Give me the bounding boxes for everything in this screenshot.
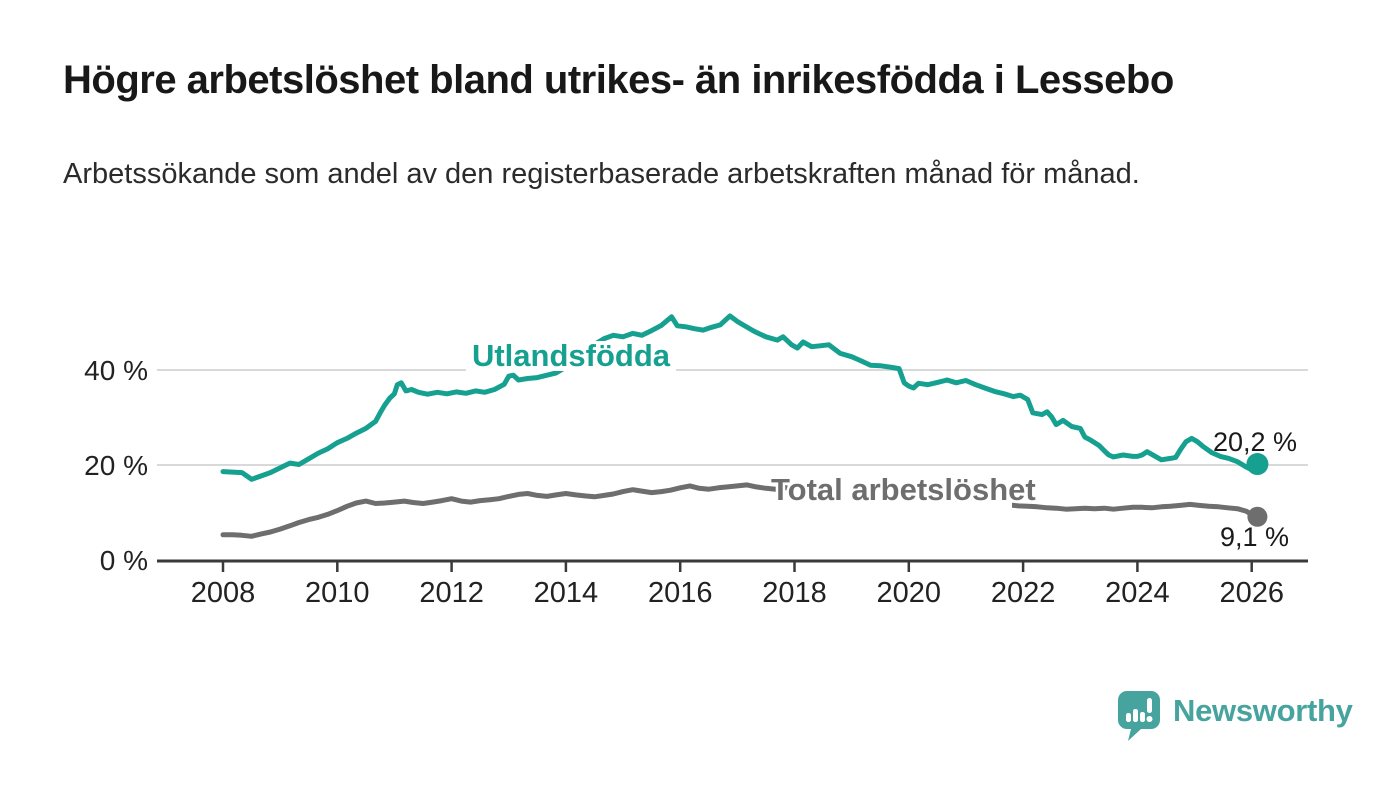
exclamation-dot xyxy=(1146,716,1153,722)
newsworthy-brand: Newsworthy xyxy=(1117,688,1353,744)
y-tick-label: 0 % xyxy=(100,545,148,576)
bar-2 xyxy=(1133,709,1138,722)
x-tick-label: 2008 xyxy=(191,577,256,609)
label-mask xyxy=(466,341,676,371)
chart-subtitle: Arbetssökande som andel av den registerb… xyxy=(63,158,1140,190)
x-tick-label: 2020 xyxy=(877,577,942,609)
chart-title: Högre arbetslöshet bland utrikes- än inr… xyxy=(63,58,1174,102)
unemployment-line-chart: 0 % 20 % 40 % 2008 2010 2012 2014 2016 2018 2020 2… xyxy=(84,313,1308,609)
series-end-dot xyxy=(1247,506,1268,527)
series-line xyxy=(220,482,1260,539)
brand-name: Newsworthy xyxy=(1173,693,1353,728)
x-tick-label: 2026 xyxy=(1219,577,1284,609)
label-mask xyxy=(790,470,1012,512)
bar-3 xyxy=(1140,712,1145,722)
series-label-utlandsfodda: Utlandsfödda xyxy=(472,338,671,373)
exclamation-bar xyxy=(1147,698,1152,713)
y-tick-label: 20 % xyxy=(84,450,148,481)
bar-1 xyxy=(1126,713,1131,722)
newsworthy-logo-icon xyxy=(1118,691,1160,741)
x-tick-label: 2012 xyxy=(419,577,484,609)
end-value-label-utlandsfodda: 20,2 % xyxy=(1213,427,1297,457)
x-tick-label: 2016 xyxy=(648,577,713,609)
x-tick-label: 2024 xyxy=(1105,577,1170,609)
series-end-dot xyxy=(1246,453,1269,476)
y-tick-label: 40 % xyxy=(84,355,148,386)
x-tick-label: 2018 xyxy=(762,577,827,609)
series-label-total-arbetsloshet: Total arbetslöshet xyxy=(771,472,1036,507)
x-tick-label: 2010 xyxy=(305,577,370,609)
x-tick-label: 2014 xyxy=(534,577,599,609)
end-value-label-total: 9,1 % xyxy=(1220,522,1289,552)
series-line xyxy=(220,313,1260,482)
speech-bubble-shape xyxy=(1118,691,1160,741)
x-tick-label: 2022 xyxy=(991,577,1056,609)
